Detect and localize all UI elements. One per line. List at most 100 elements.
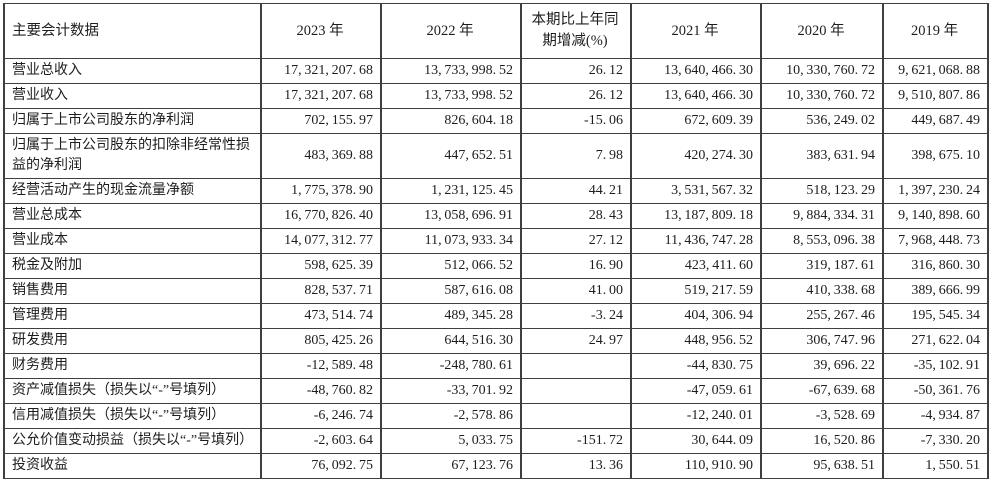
row-label: 税金及附加 (3, 253, 262, 279)
cell-y2022: 13, 733, 998. 52 (380, 83, 522, 109)
cell-y2023: 473, 514. 74 (260, 303, 382, 329)
cell-y2023: -12, 589. 48 (260, 353, 382, 379)
cell-y2022: 67, 123. 76 (380, 453, 522, 479)
cell-y2023: -2, 603. 64 (260, 428, 382, 454)
cell-y2022: 13, 733, 998. 52 (380, 58, 522, 84)
cell-chg: 24. 97 (520, 328, 632, 354)
cell-y2020: 306, 747. 96 (760, 328, 884, 354)
cell-y2021: 672, 609. 39 (630, 108, 762, 134)
cell-y2021: 110, 910. 90 (630, 453, 762, 479)
cell-y2023: -6, 246. 74 (260, 403, 382, 429)
financial-data-table: 主要会计数据 2023 年 2022 年本期比上年同期增减(%) 2021 年 2020… (3, 3, 989, 479)
column-header-y2021: 2021 年 (630, 3, 762, 59)
row-label: 经营活动产生的现金流量净额 (3, 178, 262, 204)
row-label: 营业成本 (3, 228, 262, 254)
table-row: 管理费用 473, 514. 74 489, 345. 28 -3. 24 404, 3… (3, 303, 989, 329)
cell-y2021: 13, 640, 466. 30 (630, 58, 762, 84)
cell-y2019: 9, 621, 068. 88 (882, 58, 989, 84)
cell-y2022: 644, 516. 30 (380, 328, 522, 354)
cell-y2020: -67, 639. 68 (760, 378, 884, 404)
cell-y2020: 410, 338. 68 (760, 278, 884, 304)
cell-y2022: 489, 345. 28 (380, 303, 522, 329)
cell-chg: 16. 90 (520, 253, 632, 279)
table-row: 资产减值损失（损失以“-”号填列） -48, 760. 82 -33, 701. 9… (3, 378, 989, 404)
cell-y2020: 10, 330, 760. 72 (760, 58, 884, 84)
cell-y2021: 448, 956. 52 (630, 328, 762, 354)
cell-y2022: 447, 652. 51 (380, 133, 522, 179)
table-row: 营业收入 17, 321, 207. 68 13, 733, 998. 52 26. … (3, 83, 989, 109)
cell-y2022: 11, 073, 933. 34 (380, 228, 522, 254)
table-row: 营业总收入 17, 321, 207. 68 13, 733, 998. 52 26.… (3, 58, 989, 84)
cell-chg (520, 378, 632, 404)
cell-y2023: 1, 775, 378. 90 (260, 178, 382, 204)
cell-y2020: 39, 696. 22 (760, 353, 884, 379)
cell-y2020: 95, 638. 51 (760, 453, 884, 479)
row-label: 营业收入 (3, 83, 262, 109)
cell-chg: 26. 12 (520, 83, 632, 109)
cell-y2020: 255, 267. 46 (760, 303, 884, 329)
row-label: 营业总成本 (3, 203, 262, 229)
cell-chg: 27. 12 (520, 228, 632, 254)
cell-y2021: 519, 217. 59 (630, 278, 762, 304)
cell-y2021: -47, 059. 61 (630, 378, 762, 404)
cell-y2020: 518, 123. 29 (760, 178, 884, 204)
table-header-row: 主要会计数据 2023 年 2022 年本期比上年同期增减(%) 2021 年 2020… (3, 3, 989, 59)
cell-y2022: 512, 066. 52 (380, 253, 522, 279)
cell-y2021: 404, 306. 94 (630, 303, 762, 329)
cell-y2023: -48, 760. 82 (260, 378, 382, 404)
cell-y2022: -248, 780. 61 (380, 353, 522, 379)
cell-chg: 13. 36 (520, 453, 632, 479)
cell-y2023: 598, 625. 39 (260, 253, 382, 279)
cell-y2020: 319, 187. 61 (760, 253, 884, 279)
row-label: 归属于上市公司股东的扣除非经常性损益的净利润 (3, 133, 262, 179)
cell-y2021: -44, 830. 75 (630, 353, 762, 379)
cell-chg: 7. 98 (520, 133, 632, 179)
row-label: 归属于上市公司股东的净利润 (3, 108, 262, 134)
cell-y2020: 8, 553, 096. 38 (760, 228, 884, 254)
cell-y2019: 1, 550. 51 (882, 453, 989, 479)
cell-y2019: 449, 687. 49 (882, 108, 989, 134)
table-body: 营业总收入 17, 321, 207. 68 13, 733, 998. 52 26.… (3, 58, 989, 479)
cell-y2022: 587, 616. 08 (380, 278, 522, 304)
cell-y2020: 10, 330, 760. 72 (760, 83, 884, 109)
row-label: 销售费用 (3, 278, 262, 304)
cell-y2022: -2, 578. 86 (380, 403, 522, 429)
row-label: 研发费用 (3, 328, 262, 354)
cell-y2021: 423, 411. 60 (630, 253, 762, 279)
cell-y2023: 702, 155. 97 (260, 108, 382, 134)
cell-y2019: 1, 397, 230. 24 (882, 178, 989, 204)
cell-y2023: 828, 537. 71 (260, 278, 382, 304)
cell-y2019: -7, 330. 20 (882, 428, 989, 454)
cell-chg: -3. 24 (520, 303, 632, 329)
column-header-y2022: 2022 年 (380, 3, 522, 59)
cell-y2022: 1, 231, 125. 45 (380, 178, 522, 204)
cell-y2022: 5, 033. 75 (380, 428, 522, 454)
cell-y2020: 383, 631. 94 (760, 133, 884, 179)
table-row: 税金及附加 598, 625. 39 512, 066. 52 16. 90 423, … (3, 253, 989, 279)
table-row: 营业成本 14, 077, 312. 77 11, 073, 933. 34 27. … (3, 228, 989, 254)
table-row: 研发费用 805, 425. 26 644, 516. 30 24. 97 448, 9… (3, 328, 989, 354)
cell-y2019: -35, 102. 91 (882, 353, 989, 379)
column-header-y2019: 2019 年 (882, 3, 989, 59)
cell-y2019: 398, 675. 10 (882, 133, 989, 179)
row-label: 管理费用 (3, 303, 262, 329)
row-label: 投资收益 (3, 453, 262, 479)
cell-y2023: 76, 092. 75 (260, 453, 382, 479)
table-row: 营业总成本 16, 770, 826. 40 13, 058, 696. 91 28.… (3, 203, 989, 229)
cell-y2023: 17, 321, 207. 68 (260, 58, 382, 84)
cell-chg (520, 403, 632, 429)
cell-y2023: 17, 321, 207. 68 (260, 83, 382, 109)
column-header-label: 主要会计数据 (3, 3, 262, 59)
row-label: 信用减值损失（损失以“-”号填列） (3, 403, 262, 429)
column-header-y2020: 2020 年 (760, 3, 884, 59)
table-row: 归属于上市公司股东的净利润 702, 155. 97 826, 604. 18 -15… (3, 108, 989, 134)
table-row: 归属于上市公司股东的扣除非经常性损益的净利润 483, 369. 88 447, 6… (3, 133, 989, 179)
cell-y2019: 9, 140, 898. 60 (882, 203, 989, 229)
cell-y2023: 483, 369. 88 (260, 133, 382, 179)
cell-y2021: 420, 274. 30 (630, 133, 762, 179)
cell-y2020: -3, 528. 69 (760, 403, 884, 429)
cell-y2020: 536, 249. 02 (760, 108, 884, 134)
cell-chg: 44. 21 (520, 178, 632, 204)
cell-y2020: 16, 520. 86 (760, 428, 884, 454)
cell-chg: -151. 72 (520, 428, 632, 454)
